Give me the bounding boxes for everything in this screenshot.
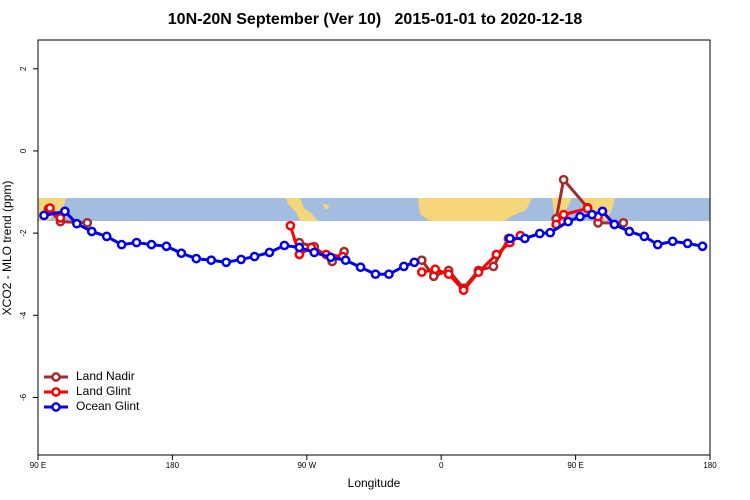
data-point xyxy=(697,241,708,252)
data-point xyxy=(534,228,545,239)
data-point xyxy=(82,217,93,228)
data-point xyxy=(45,203,55,213)
data-point xyxy=(416,267,427,278)
legend-marker xyxy=(51,402,61,412)
data-point xyxy=(575,211,585,222)
data-point xyxy=(458,285,469,296)
land xyxy=(322,203,330,210)
data-point xyxy=(86,226,97,237)
x-tick-label: 90 E xyxy=(30,461,46,470)
data-point xyxy=(582,203,593,214)
legend-label: Land Nadir xyxy=(76,369,135,383)
data-point xyxy=(505,233,515,244)
data-point xyxy=(430,264,441,275)
data-point xyxy=(340,255,351,266)
data-point xyxy=(473,267,484,278)
data-point xyxy=(101,231,112,242)
data-point xyxy=(682,238,693,249)
y-tick-label: -2 xyxy=(19,229,28,237)
data-point xyxy=(60,206,70,217)
data-point xyxy=(558,174,569,185)
data-point xyxy=(652,239,663,250)
data-point xyxy=(279,240,290,251)
plot-frame xyxy=(37,39,711,456)
legend-marker xyxy=(51,372,61,382)
chart-title: 10N-20N September (Ver 10) 2015-01-01 to… xyxy=(168,11,583,28)
data-point xyxy=(624,226,635,237)
data-point xyxy=(146,239,157,250)
data-point xyxy=(409,257,420,268)
data-point xyxy=(161,241,172,252)
data-point xyxy=(309,247,320,258)
data-point xyxy=(191,253,202,264)
land xyxy=(418,198,532,221)
data-point xyxy=(131,237,142,248)
data-point xyxy=(71,218,82,229)
ocean-band xyxy=(38,198,710,221)
data-point xyxy=(488,261,499,272)
data-point xyxy=(39,210,49,221)
data-point xyxy=(443,269,454,280)
data-point xyxy=(221,257,232,268)
y-tick-label: -6 xyxy=(19,393,28,401)
data-point xyxy=(249,251,260,262)
data-point xyxy=(264,247,275,258)
x-tick-label: 90 E xyxy=(567,461,583,470)
x-axis-title: Longitude xyxy=(348,476,401,490)
y-tick-label: 2 xyxy=(19,66,28,71)
data-point xyxy=(558,209,569,220)
data-point xyxy=(370,269,381,280)
data-point xyxy=(545,227,556,238)
data-point xyxy=(639,231,650,242)
data-point xyxy=(618,217,629,228)
data-point xyxy=(116,239,127,250)
data-point xyxy=(176,248,187,259)
data-point xyxy=(609,219,620,230)
x-tick-label: 90 W xyxy=(297,461,316,470)
y-axis-title: XCO2 - MLO trend (ppm) xyxy=(0,181,14,316)
x-tick-label: 180 xyxy=(166,461,180,470)
data-point xyxy=(384,269,394,280)
y-tick-label: -4 xyxy=(19,311,28,319)
map-band xyxy=(38,198,710,221)
data-point xyxy=(416,255,427,266)
data-point xyxy=(55,213,66,223)
land xyxy=(286,198,318,221)
data-point xyxy=(206,255,217,266)
x-tick-label: 180 xyxy=(703,461,717,470)
data-point xyxy=(667,236,678,247)
data-point xyxy=(285,220,296,231)
y-tick-label: 0 xyxy=(19,148,28,153)
data-point xyxy=(325,252,336,263)
legend-label: Ocean Glint xyxy=(76,399,140,413)
data-point xyxy=(587,209,597,220)
data-point xyxy=(563,216,573,227)
data-point xyxy=(236,254,246,265)
legend-label: Land Glint xyxy=(76,384,131,398)
data-point xyxy=(597,206,608,217)
data-point xyxy=(519,233,530,244)
x-tick-label: 0 xyxy=(439,461,444,470)
data-point xyxy=(355,262,366,273)
data-point xyxy=(294,242,305,253)
data-point xyxy=(491,249,502,260)
legend-marker xyxy=(51,387,61,397)
data-point xyxy=(399,261,409,272)
